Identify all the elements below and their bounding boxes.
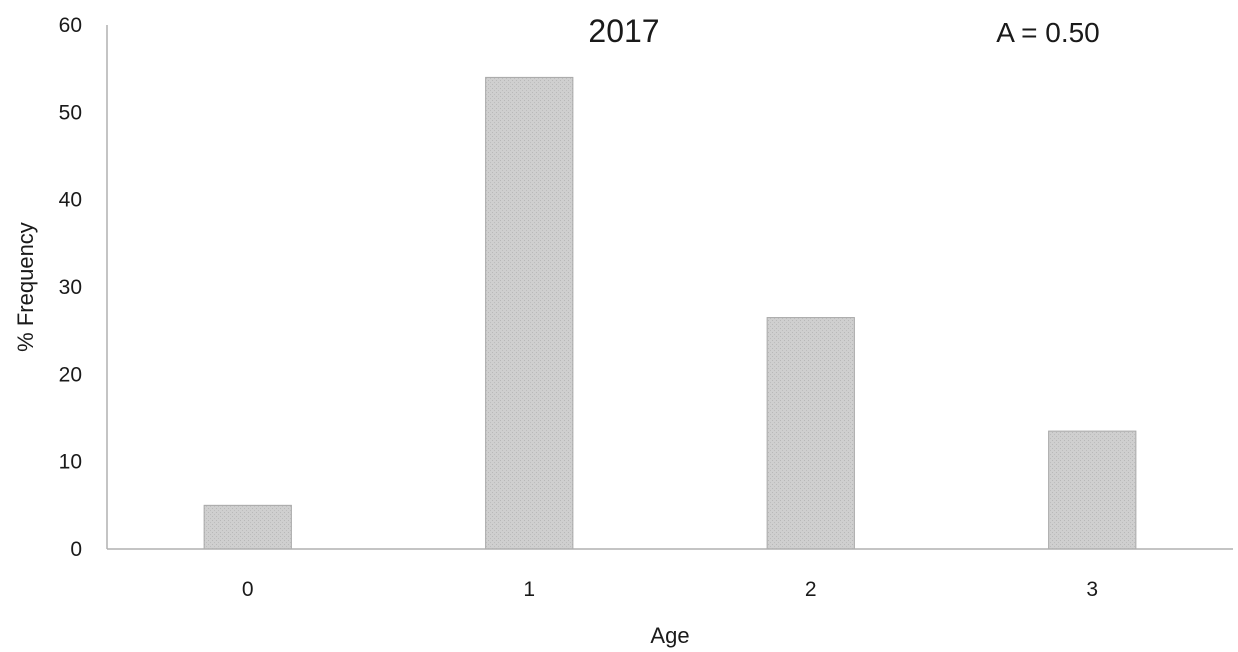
- chart-title: 2017: [588, 13, 659, 49]
- y-tick-label: 50: [59, 101, 82, 124]
- chart-annotation: A = 0.50: [996, 17, 1100, 48]
- y-tick-label: 20: [59, 363, 82, 386]
- y-tick-label: 60: [59, 14, 82, 37]
- x-tick-label: 3: [1086, 578, 1098, 601]
- x-tick-label: 1: [523, 578, 535, 601]
- bar-age-2: [766, 317, 855, 550]
- bar-age-3: [1048, 430, 1137, 550]
- y-tick-label: 0: [70, 538, 82, 561]
- x-tick-label: 0: [242, 578, 254, 601]
- x-axis-tick-labels: 0 1 2 3: [242, 578, 1098, 601]
- y-tick-label: 10: [59, 451, 82, 474]
- y-axis-tick-labels: 0 10 20 30 40 50 60: [59, 14, 82, 561]
- y-tick-label: 30: [59, 276, 82, 299]
- bars: [203, 76, 1137, 550]
- y-axis-title: % Frequency: [13, 222, 38, 352]
- x-axis-title: Age: [650, 623, 689, 648]
- y-tick-label: 40: [59, 189, 82, 212]
- x-tick-label: 2: [805, 578, 817, 601]
- bar-age-0: [203, 504, 292, 550]
- bar-age-1: [485, 76, 574, 550]
